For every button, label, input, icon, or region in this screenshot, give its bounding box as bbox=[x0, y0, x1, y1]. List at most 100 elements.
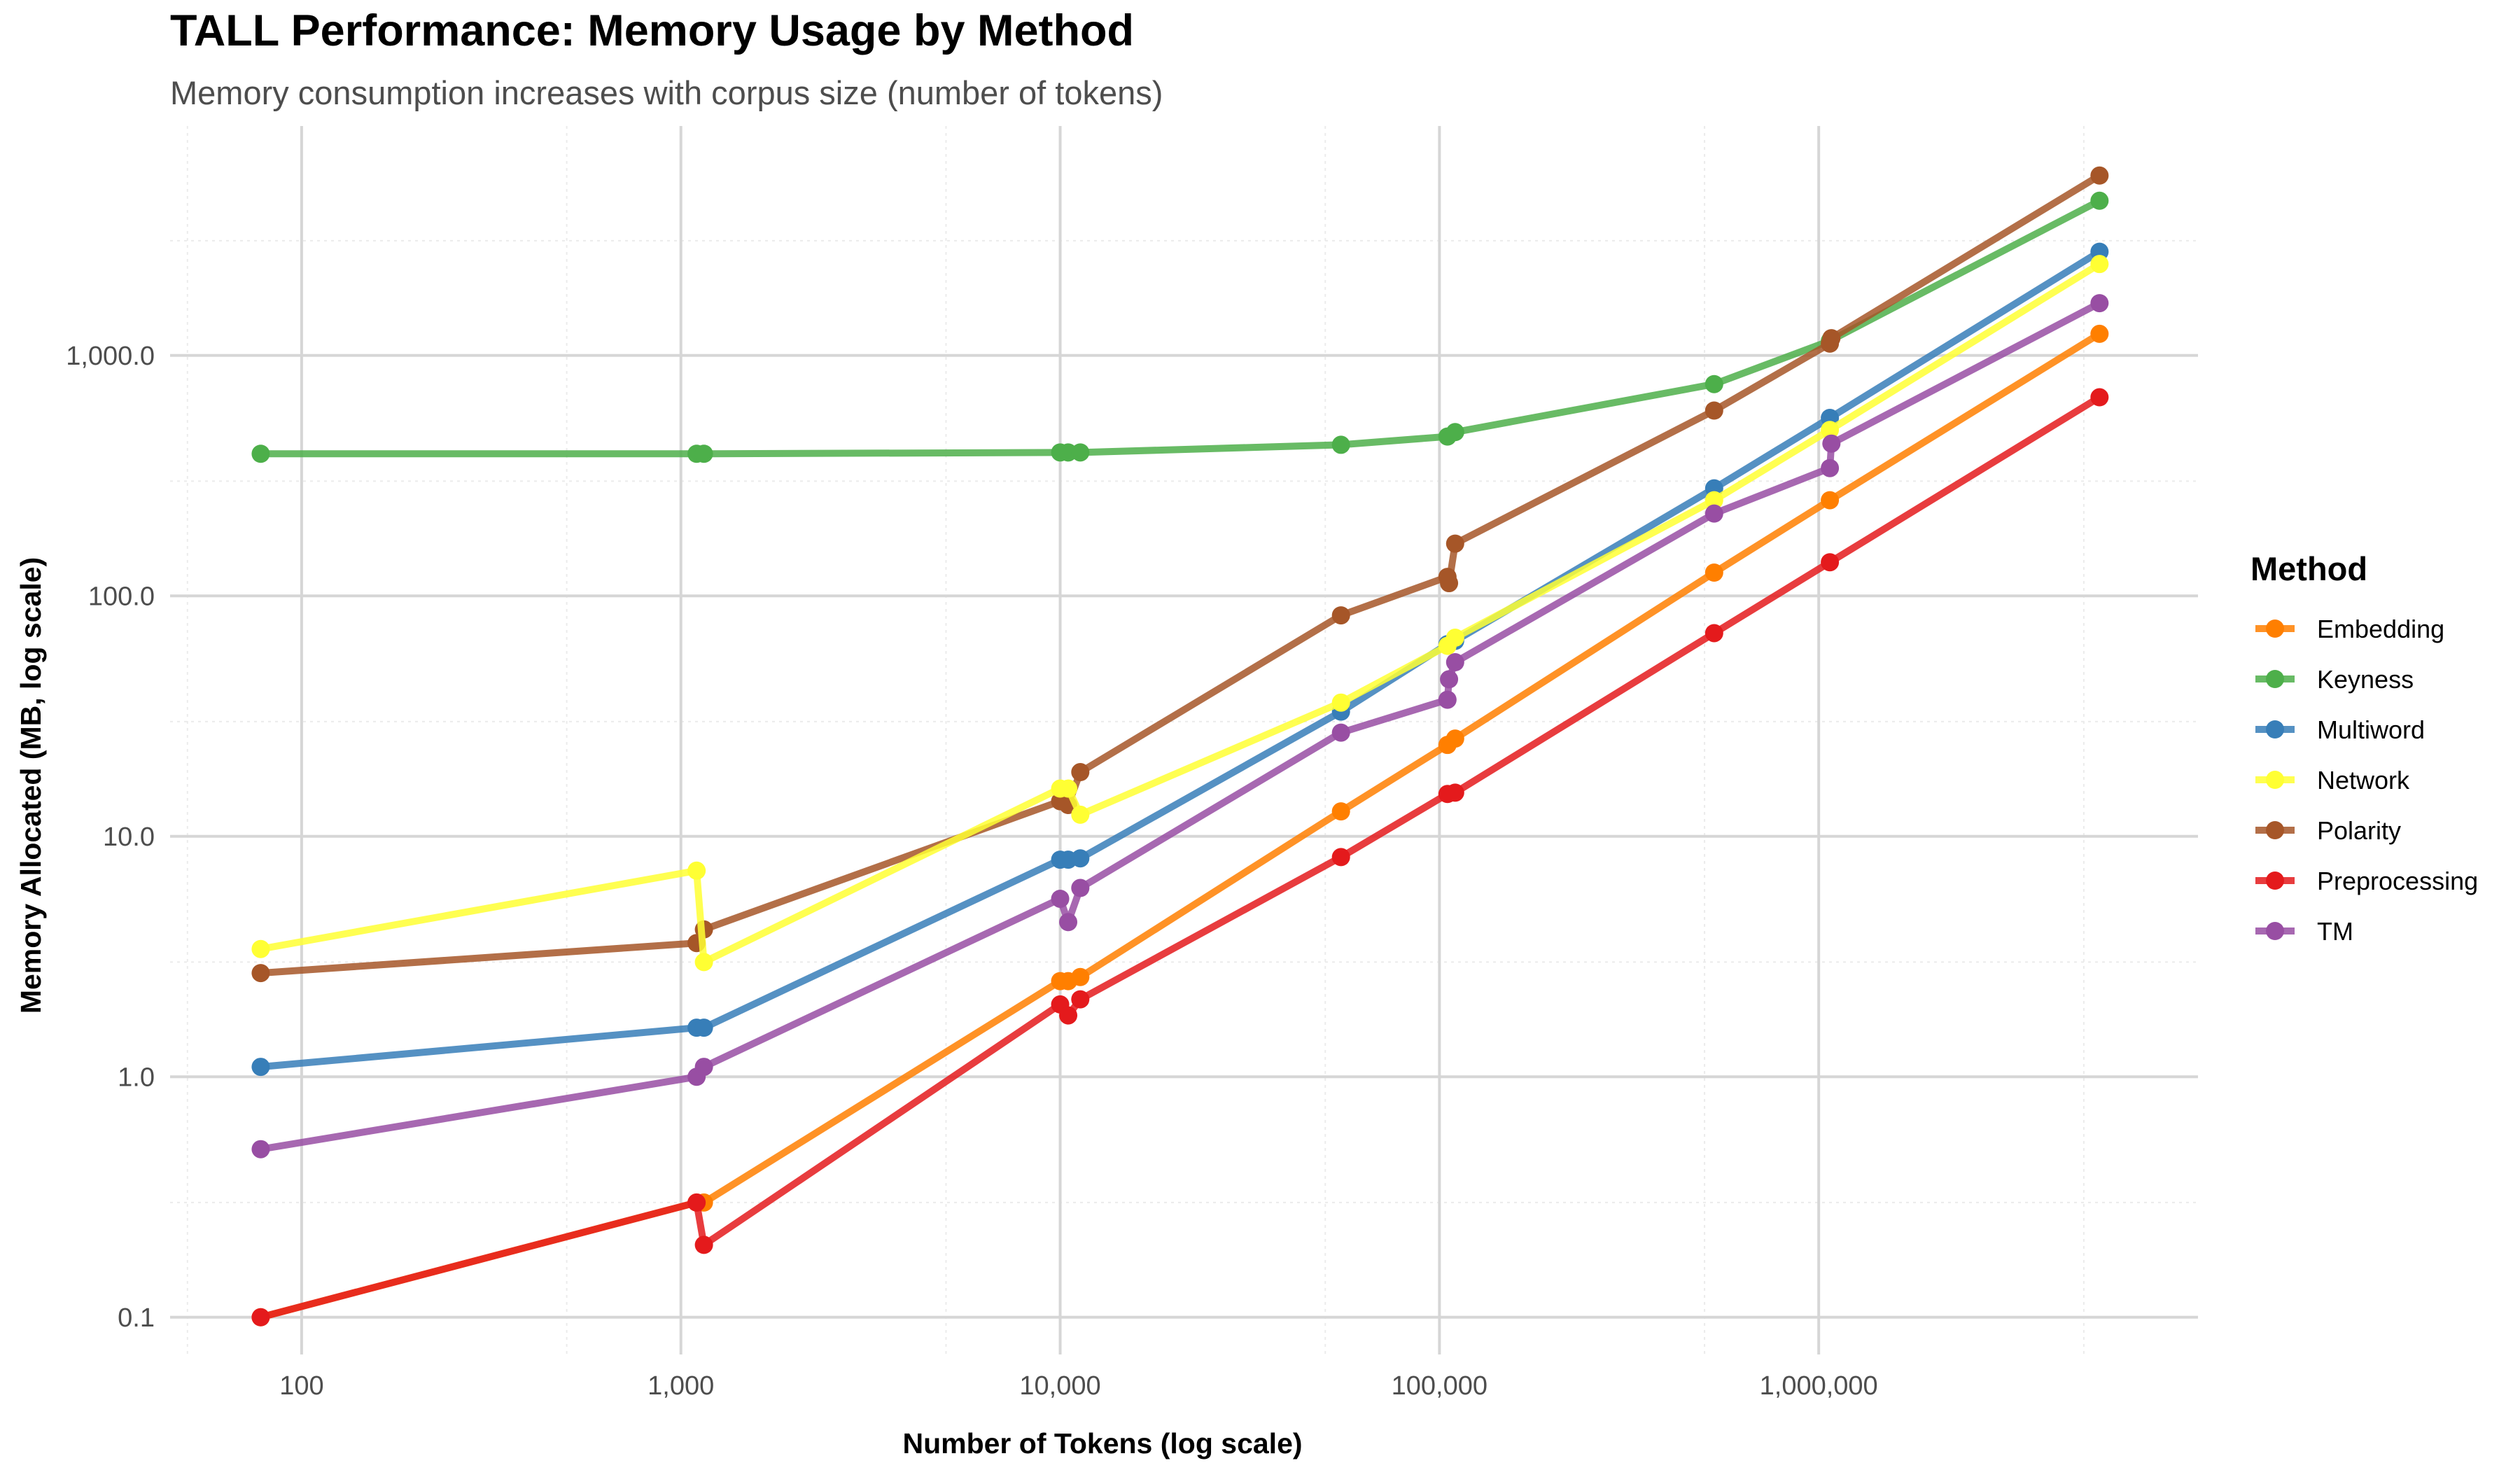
legend-item-tm: TM bbox=[2255, 917, 2353, 946]
data-point-polarity bbox=[1071, 763, 1090, 782]
data-point-tm bbox=[1822, 434, 1841, 453]
x-tick-label: 1,000 bbox=[648, 1371, 714, 1401]
grid-layer bbox=[170, 126, 2198, 1354]
series-line-polarity bbox=[257, 172, 2104, 977]
series-line-network bbox=[257, 260, 2104, 966]
data-point-keyness bbox=[2090, 191, 2109, 210]
data-point-embedding bbox=[1331, 802, 1350, 821]
legend-key-point bbox=[2266, 620, 2284, 638]
data-point-polarity bbox=[251, 964, 270, 983]
legend-label: Network bbox=[2317, 766, 2410, 794]
y-axis-title: Memory Allocated (MB, log scale) bbox=[15, 557, 47, 1014]
legend-label: Polarity bbox=[2317, 816, 2401, 845]
legend-key-point bbox=[2266, 922, 2284, 940]
legend-key-point bbox=[2266, 670, 2284, 688]
data-point-network bbox=[1704, 491, 1723, 510]
series-network bbox=[251, 255, 2109, 972]
data-point-preprocessing bbox=[251, 1308, 270, 1326]
data-point-polarity bbox=[1440, 574, 1459, 593]
series-preprocessing bbox=[251, 388, 2109, 1326]
data-point-preprocessing bbox=[2090, 388, 2109, 407]
series-multiword bbox=[251, 242, 2109, 1077]
y-tick-label: 0.1 bbox=[118, 1303, 155, 1333]
data-point-tm bbox=[1704, 504, 1723, 523]
data-point-polarity bbox=[1331, 606, 1350, 625]
data-point-tm bbox=[2090, 294, 2109, 313]
series-line-tm bbox=[257, 300, 2104, 1153]
data-point-tm bbox=[694, 1058, 713, 1077]
legend-label: Keyness bbox=[2317, 665, 2414, 694]
legend-item-multiword: Multiword bbox=[2255, 715, 2425, 744]
y-tick-label: 1.0 bbox=[118, 1063, 155, 1092]
series-keyness bbox=[251, 191, 2109, 463]
data-point-preprocessing bbox=[1446, 783, 1464, 802]
data-point-network bbox=[251, 939, 270, 958]
legend: Method Embedding Keyness Multiword Network P… bbox=[2250, 550, 2478, 946]
data-point-network bbox=[1446, 629, 1464, 648]
data-point-preprocessing bbox=[687, 1193, 706, 1212]
data-point-preprocessing bbox=[1331, 848, 1350, 867]
data-point-polarity bbox=[1704, 401, 1723, 420]
legend-label: Embedding bbox=[2317, 615, 2444, 643]
series-line-preprocessing bbox=[257, 393, 2104, 1321]
data-point-keyness bbox=[1446, 423, 1464, 442]
legend-key-point bbox=[2266, 720, 2284, 738]
data-point-keyness bbox=[1704, 374, 1723, 393]
data-point-embedding bbox=[2090, 324, 2109, 343]
data-point-keyness bbox=[251, 444, 270, 463]
data-point-embedding bbox=[1071, 967, 1090, 986]
data-point-polarity bbox=[1446, 534, 1464, 553]
data-point-multiword bbox=[694, 1018, 713, 1037]
legend-label: Multiword bbox=[2317, 715, 2425, 744]
y-tick-label: 100.0 bbox=[88, 582, 155, 611]
legend-item-preprocessing: Preprocessing bbox=[2255, 867, 2478, 895]
y-tick-label: 1,000.0 bbox=[66, 342, 155, 371]
data-point-tm bbox=[1438, 690, 1457, 709]
data-point-tm bbox=[1071, 878, 1090, 897]
data-point-tm bbox=[1059, 913, 1078, 932]
data-point-polarity bbox=[2090, 166, 2109, 185]
data-point-tm bbox=[1446, 652, 1464, 671]
chart-subtitle: Memory consumption increases with corpus… bbox=[170, 74, 1163, 111]
x-axis-title: Number of Tokens (log scale) bbox=[902, 1427, 1302, 1460]
data-point-preprocessing bbox=[694, 1236, 713, 1254]
x-tick-label: 100 bbox=[279, 1371, 323, 1401]
data-point-network bbox=[2090, 255, 2109, 274]
legend-item-polarity: Polarity bbox=[2255, 816, 2401, 845]
data-point-network bbox=[687, 861, 706, 880]
legend-item-keyness: Keyness bbox=[2255, 665, 2414, 694]
data-point-network bbox=[1059, 779, 1078, 798]
legend-key-point bbox=[2266, 872, 2284, 890]
legend-key-point bbox=[2266, 771, 2284, 789]
x-tick-label: 1,000,000 bbox=[1760, 1371, 1878, 1401]
data-point-network bbox=[1821, 421, 1840, 440]
legend-title: Method bbox=[2250, 550, 2367, 587]
data-point-preprocessing bbox=[1059, 1006, 1078, 1025]
data-point-multiword bbox=[1071, 849, 1090, 868]
data-point-tm bbox=[1821, 458, 1840, 477]
data-point-preprocessing bbox=[1071, 990, 1090, 1009]
data-point-network bbox=[1331, 693, 1350, 712]
chart-title: TALL Performance: Memory Usage by Method bbox=[170, 6, 1134, 55]
axis-layer: 100 1,000 10,000 100,000 1,000,000 0.1 1.0 10.0… bbox=[66, 342, 1878, 1401]
x-tick-label: 10,000 bbox=[1019, 1371, 1100, 1401]
data-point-polarity bbox=[1822, 329, 1841, 348]
data-point-embedding bbox=[1704, 563, 1723, 582]
data-point-embedding bbox=[1446, 729, 1464, 748]
x-tick-label: 100,000 bbox=[1392, 1371, 1488, 1401]
series-tm bbox=[251, 294, 2109, 1158]
data-point-tm bbox=[1331, 723, 1350, 742]
data-point-preprocessing bbox=[1704, 624, 1723, 643]
legend-label: Preprocessing bbox=[2317, 867, 2478, 895]
data-point-keyness bbox=[1331, 435, 1350, 454]
data-point-embedding bbox=[1821, 491, 1840, 510]
data-point-tm bbox=[251, 1140, 270, 1158]
data-point-keyness bbox=[1071, 443, 1090, 462]
y-tick-label: 10.0 bbox=[103, 822, 155, 852]
data-point-tm bbox=[1440, 670, 1459, 689]
data-point-tm bbox=[1051, 889, 1070, 908]
data-point-preprocessing bbox=[1821, 553, 1840, 572]
series-polarity bbox=[251, 166, 2109, 983]
legend-label: TM bbox=[2317, 917, 2353, 946]
